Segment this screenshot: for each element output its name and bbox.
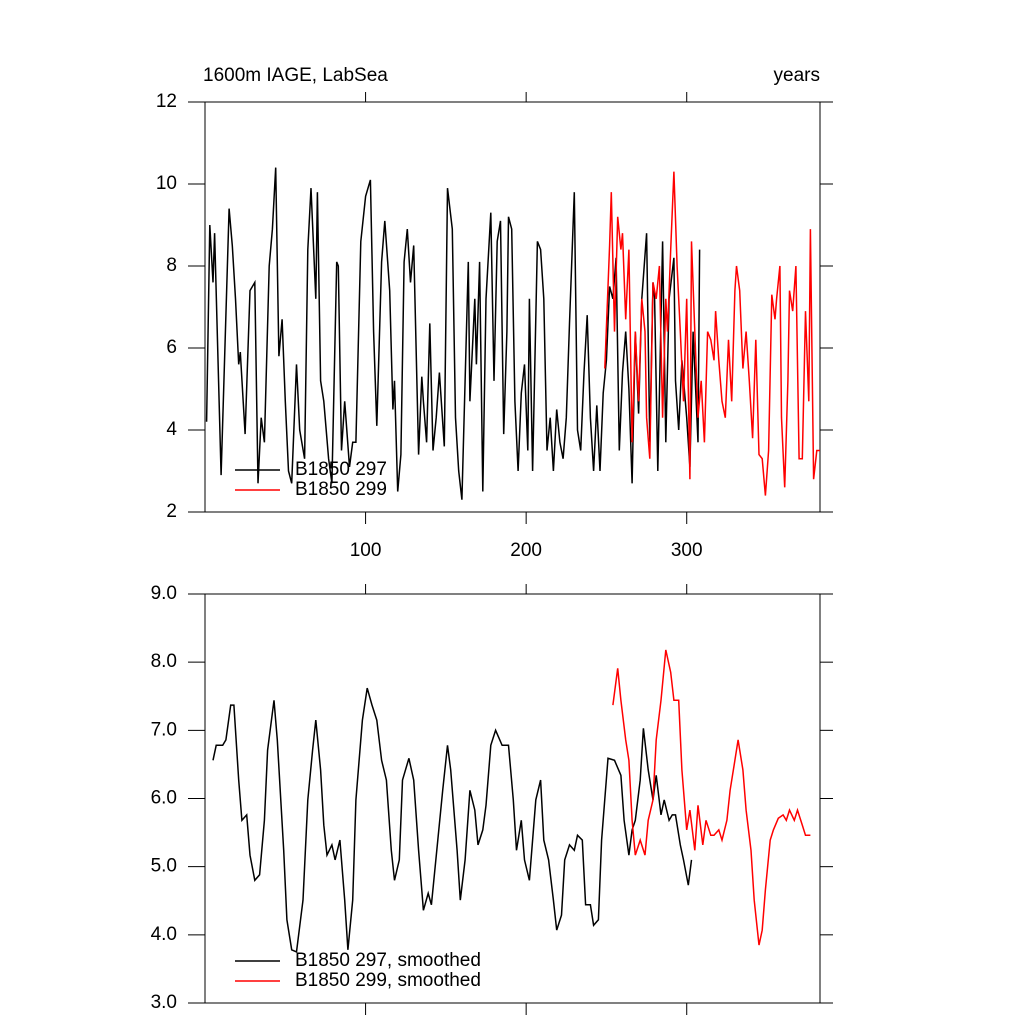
data-line [612, 649, 811, 946]
x-tick-label: 200 [510, 540, 542, 561]
y-tick-label: 9.0 [151, 583, 177, 604]
legend-label: B1850 299 [295, 479, 387, 500]
y-tick-label: 8.0 [151, 651, 177, 672]
data-line [212, 687, 693, 953]
plot-frame [204, 101, 821, 513]
y-tick-label: 4 [166, 419, 177, 440]
chart-title: 1600m IAGE, LabSea [203, 65, 388, 86]
legend-label: B1850 297 [295, 459, 387, 480]
data-line [604, 171, 820, 496]
y-tick-label: 2 [166, 501, 177, 522]
y-tick-label: 4.0 [151, 924, 177, 945]
y-tick-label: 5.0 [151, 856, 177, 877]
y-tick-label: 3.0 [151, 992, 177, 1013]
legend-label: B1850 297, smoothed [295, 950, 481, 971]
x-tick-label: 300 [671, 540, 703, 561]
y-tick-label: 6.0 [151, 788, 177, 809]
y-tick-label: 10 [156, 173, 177, 194]
data-line [205, 167, 701, 500]
x-tick-label: 100 [350, 540, 382, 561]
y-tick-label: 8 [166, 255, 177, 276]
y-tick-label: 7.0 [151, 719, 177, 740]
chart-title-right: years [774, 65, 820, 86]
y-tick-label: 12 [156, 91, 177, 112]
y-tick-label: 6 [166, 337, 177, 358]
legend-label: B1850 299, smoothed [295, 970, 481, 991]
